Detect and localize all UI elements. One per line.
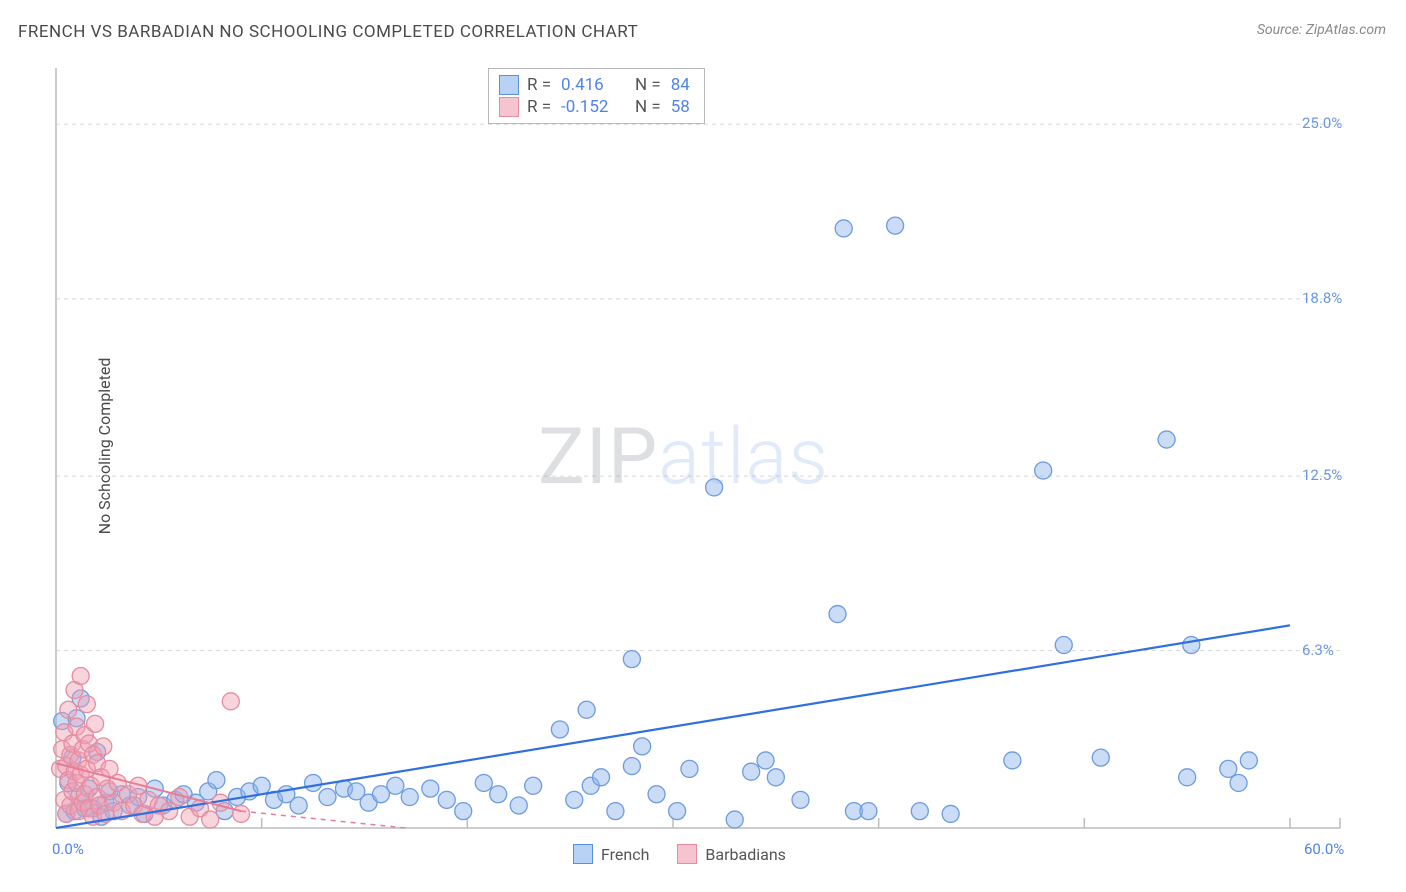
source-prefix: Source: — [1257, 22, 1306, 38]
n-label: N = — [635, 75, 661, 95]
axis-tick-label: 0.0% — [52, 840, 84, 858]
axis-tick-label: 12.5% — [1302, 466, 1342, 484]
scatter-chart — [48, 62, 1368, 840]
legend-swatch — [499, 75, 519, 95]
n-value: 58 — [671, 97, 690, 117]
r-value: 0.416 — [561, 75, 617, 95]
plot-area: ZIPatlas R = 0.416N = 84R = -0.152N = 58… — [48, 62, 1368, 840]
legend-swatch — [499, 97, 519, 117]
legend-label: French — [601, 845, 649, 864]
axis-tick-label: 6.3% — [1302, 641, 1334, 659]
axis-tick-label: 60.0% — [1304, 840, 1344, 858]
r-value: -0.152 — [561, 97, 617, 117]
stats-legend: R = 0.416 N = 84 R = -0.152 N = 58 — [488, 68, 705, 124]
n-value: 84 — [671, 75, 690, 95]
chart-container: FRENCH VS BARBADIAN NO SCHOOLING COMPLET… — [0, 0, 1406, 892]
source-name: ZipAtlas.com — [1306, 22, 1386, 38]
n-label: N = — [635, 97, 661, 117]
r-label: R = — [527, 75, 551, 95]
stats-legend-row: R = -0.152 N = 58 — [499, 97, 690, 117]
chart-title: FRENCH VS BARBADIAN NO SCHOOLING COMPLET… — [18, 22, 638, 42]
legend-swatch — [573, 844, 593, 864]
legend-item: French — [573, 844, 649, 864]
legend-item: Barbadians — [677, 844, 786, 864]
axis-tick-label: 18.8% — [1302, 289, 1342, 307]
series-legend: French Barbadians — [573, 844, 786, 864]
axis-tick-label: 25.0% — [1302, 114, 1342, 132]
source-attribution: Source: ZipAtlas.com — [1257, 22, 1386, 38]
stats-legend-row: R = 0.416 N = 84 — [499, 75, 690, 95]
legend-label: Barbadians — [705, 845, 786, 864]
legend-swatch — [677, 844, 697, 864]
r-label: R = — [527, 97, 551, 117]
